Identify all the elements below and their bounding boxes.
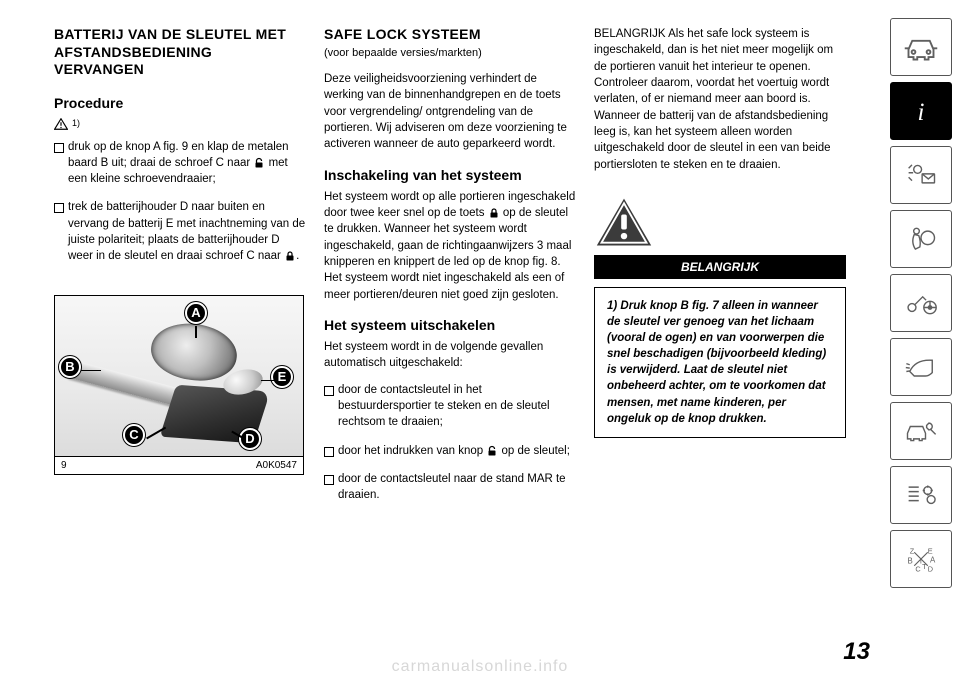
tab-info[interactable]: i xyxy=(890,82,952,140)
figure-image: A B C D E xyxy=(55,296,303,456)
col2-bullets: door de contactsleutel in het bestuurder… xyxy=(324,382,576,516)
tab-car-wrench[interactable] xyxy=(890,402,952,460)
svg-text:T: T xyxy=(922,562,927,571)
unlock-icon xyxy=(253,157,265,169)
list-item: door het indrukken van knop op de sleute… xyxy=(324,443,576,459)
figure-caption: 9 A0K0547 xyxy=(55,456,303,474)
col3-p1: BELANGRIJK Als het safe lock systeem is … xyxy=(594,26,846,173)
col1-heading: BATTERIJ VAN DE SLEUTEL MET AFSTANDSBEDI… xyxy=(54,26,306,79)
lead-line xyxy=(81,370,101,372)
section-tabs-sidebar: i xyxy=(886,0,960,678)
footnote-row: 1) xyxy=(54,117,306,129)
figure-code: A0K0547 xyxy=(256,460,297,471)
list-item: trek de batterijhouder D naar buiten en … xyxy=(54,199,306,264)
tab-list-gears[interactable] xyxy=(890,466,952,524)
col1-bullets: druk op de knop A fig. 9 en klap de meta… xyxy=(54,139,306,277)
list-item: door de contactsleutel naar de stand MAR… xyxy=(324,471,576,504)
col1-subheading: Procedure xyxy=(54,95,306,111)
bullet-text: door de contactsleutel in het bestuurder… xyxy=(338,384,550,429)
footnote-ref: 1) xyxy=(72,118,80,128)
page: BATTERIJ VAN DE SLEUTEL MET AFSTANDSBEDI… xyxy=(0,0,960,678)
list-item: door de contactsleutel in het bestuurder… xyxy=(324,382,576,431)
unlock-icon xyxy=(486,445,498,457)
callout-c: C xyxy=(123,424,145,446)
figure-number: 9 xyxy=(61,460,67,471)
lead-line xyxy=(261,380,275,382)
key-fob-shape xyxy=(148,318,241,385)
svg-text:B: B xyxy=(908,557,913,566)
bullet-text: trek de batterijhouder D naar buiten en … xyxy=(68,201,305,262)
lead-line xyxy=(195,326,197,338)
tab-car-headlight[interactable] xyxy=(890,338,952,396)
svg-text:E: E xyxy=(928,546,933,555)
col2-h2a: Inschakeling van het systeem xyxy=(324,167,576,183)
bullet-text: door de contactsleutel naar de stand MAR… xyxy=(338,473,566,501)
column-1: BATTERIJ VAN DE SLEUTEL MET AFSTANDSBEDI… xyxy=(54,26,306,668)
bullet-text: druk op de knop A fig. 9 en klap de meta… xyxy=(68,141,289,186)
callout-e: E xyxy=(271,366,293,388)
lock-icon xyxy=(284,250,296,262)
col2-p3: Het systeem wordt in de volgende gevalle… xyxy=(324,339,576,372)
figure-9: A B C D E 9 A0K0547 xyxy=(54,295,304,475)
lock-icon xyxy=(488,207,500,219)
col2-h2b: Het systeem uitschakelen xyxy=(324,317,576,333)
callout-b: B xyxy=(59,356,81,378)
svg-text:i: i xyxy=(918,99,925,126)
svg-text:D: D xyxy=(928,564,933,573)
svg-text:C: C xyxy=(915,564,920,573)
warning-triangle-large-icon xyxy=(594,195,654,249)
svg-text:A: A xyxy=(930,555,936,564)
important-banner: BELANGRIJK xyxy=(594,255,846,279)
watermark: carmanualsonline.info xyxy=(0,658,960,676)
tab-key-wheel[interactable] xyxy=(890,274,952,332)
column-3: BELANGRIJK Als het safe lock systeem is … xyxy=(594,26,846,668)
col2-paren: (voor bepaalde versies/markten) xyxy=(324,46,576,62)
column-2: SAFE LOCK SYSTEEM (voor bepaalde versies… xyxy=(324,26,576,668)
callout-d: D xyxy=(239,428,261,450)
callout-a: A xyxy=(185,302,207,324)
important-note-box: 1) Druk knop B fig. 7 alleen in wanneer … xyxy=(594,287,846,438)
tab-lights-mail[interactable] xyxy=(890,146,952,204)
tab-airbag[interactable] xyxy=(890,210,952,268)
svg-text:Z: Z xyxy=(910,546,915,555)
important-note-text: 1) Druk knop B fig. 7 alleen in wanneer … xyxy=(607,298,833,427)
bullet-text: door het indrukken van knop op de sleute… xyxy=(338,445,570,457)
tab-car-front[interactable] xyxy=(890,18,952,76)
columns: BATTERIJ VAN DE SLEUTEL MET AFSTANDSBEDI… xyxy=(0,0,886,678)
warning-triangle-icon xyxy=(54,117,68,129)
col2-heading: SAFE LOCK SYSTEEM xyxy=(324,26,576,44)
col2-p2: Het systeem wordt op alle portieren inge… xyxy=(324,189,576,303)
list-item: druk op de knop A fig. 9 en klap de meta… xyxy=(54,139,306,188)
col2-p1: Deze veiligheidsvoorziening verhindert d… xyxy=(324,71,576,153)
tab-index-letters[interactable]: Z E B A C D I T xyxy=(890,530,952,588)
